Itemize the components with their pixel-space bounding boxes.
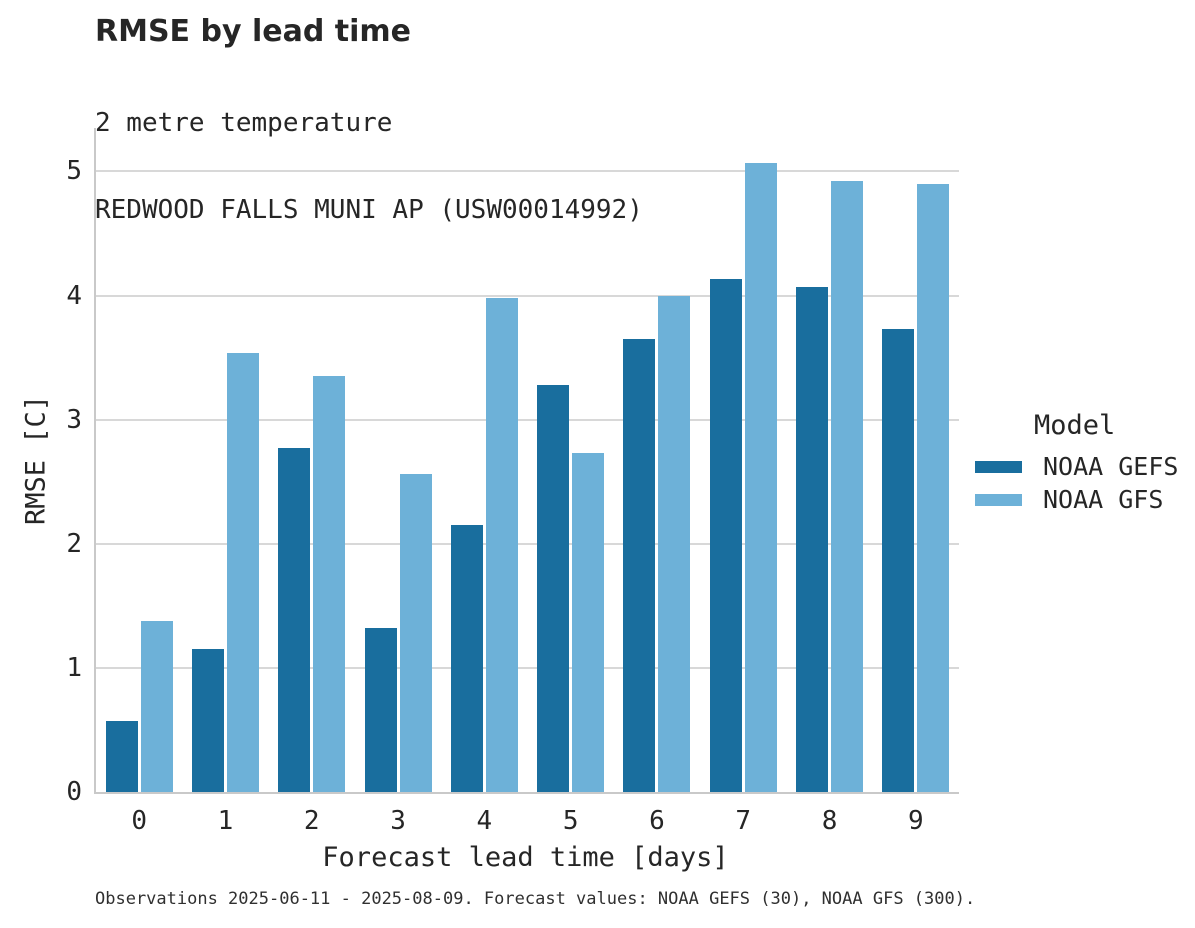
bar-noaa-gfs-lead-5 <box>572 453 605 792</box>
bar-group-lead-7 <box>700 128 786 792</box>
bar-noaa-gefs-lead-1 <box>191 649 224 792</box>
x-tick-label-5: 5 <box>562 806 579 836</box>
gridline-y-1 <box>96 666 959 669</box>
x-tick-label-4: 4 <box>476 806 493 836</box>
x-tick-label-6: 6 <box>649 806 665 836</box>
bar-noaa-gefs-lead-8 <box>796 286 829 792</box>
gridline-y-2 <box>96 542 959 545</box>
y-tick-label-0: 0 <box>66 777 82 807</box>
bar-group-lead-2 <box>269 128 355 792</box>
x-tick-label-0: 0 <box>131 806 147 836</box>
bar-group-lead-6 <box>614 128 700 792</box>
legend-entries: NOAA GEFS NOAA GFS <box>975 450 1178 516</box>
bar-noaa-gfs-lead-1 <box>226 352 259 792</box>
y-tick-label-3: 3 <box>66 404 82 435</box>
x-tick-label-7: 7 <box>735 806 752 836</box>
bar-noaa-gefs-lead-4 <box>450 525 483 792</box>
x-tick-label-3: 3 <box>390 806 406 836</box>
gridline-y-4 <box>96 294 959 297</box>
bar-noaa-gfs-lead-7 <box>744 162 777 792</box>
x-tick-label-8: 8 <box>821 806 838 836</box>
bar-group-lead-4 <box>441 128 527 792</box>
legend-swatch-noaa-gefs <box>975 460 1022 473</box>
bar-noaa-gefs-lead-3 <box>364 628 397 792</box>
gridline-y-5 <box>96 170 959 173</box>
y-axis-label: RMSE [C] <box>20 394 52 526</box>
legend-label: NOAA GEFS <box>1043 452 1179 481</box>
x-axis-label: Forecast lead time [days] <box>322 842 729 873</box>
bar-noaa-gefs-lead-0 <box>105 721 138 792</box>
caption: Observations 2025-06-11 - 2025-08-09. Fo… <box>95 889 976 909</box>
bar-noaa-gefs-lead-9 <box>882 329 915 792</box>
bar-noaa-gfs-lead-6 <box>658 295 691 792</box>
plot-area: 0 1 2 3 4 5 0 1 2 3 4 5 6 7 8 9 <box>66 128 959 834</box>
gridline-y-3 <box>96 418 959 421</box>
bar-group-lead-1 <box>182 128 268 792</box>
bar-group-lead-0 <box>96 128 182 792</box>
bar-noaa-gefs-lead-5 <box>537 384 570 792</box>
legend-label: NOAA GFS <box>1043 485 1164 514</box>
bar-noaa-gefs-lead-7 <box>709 279 742 792</box>
bar-group-lead-3 <box>355 128 441 792</box>
legend-entry-noaa-gefs: NOAA GEFS <box>975 450 1178 483</box>
x-tick-label-9: 9 <box>908 806 924 836</box>
y-tick-label-5: 5 <box>66 156 82 187</box>
chart-subtitle-line-1: 2 metre temperature <box>95 108 393 138</box>
chart-title: RMSE by lead time <box>95 14 411 49</box>
legend-title: Model <box>1034 410 1116 441</box>
y-tick-label-1: 1 <box>66 652 82 683</box>
chart-subtitle-line-2: REDWOOD FALLS MUNI AP (USW00014992) <box>95 195 643 225</box>
y-tick-label-2: 2 <box>66 528 82 559</box>
bar-group-lead-5 <box>528 128 614 792</box>
bar-noaa-gfs-lead-0 <box>140 620 173 792</box>
bar-noaa-gefs-lead-6 <box>623 339 656 792</box>
y-tick-label-4: 4 <box>66 280 82 311</box>
bar-noaa-gfs-lead-4 <box>485 298 518 792</box>
x-tick-label-1: 1 <box>217 806 234 836</box>
bar-noaa-gfs-lead-8 <box>831 181 864 792</box>
bar-noaa-gfs-lead-9 <box>917 183 950 792</box>
bar-group-lead-9 <box>873 128 959 792</box>
legend-entry-noaa-gfs: NOAA GFS <box>975 483 1178 516</box>
legend-swatch-noaa-gfs <box>975 493 1022 506</box>
chart-subtitle: 2 metre temperature REDWOOD FALLS MUNI A… <box>95 51 643 283</box>
bar-noaa-gefs-lead-2 <box>278 448 311 792</box>
x-tick-label-2: 2 <box>303 806 320 836</box>
bar-noaa-gfs-lead-3 <box>399 474 432 792</box>
bar-noaa-gfs-lead-2 <box>313 376 346 792</box>
legend: Model NOAA GEFS NOAA GFS <box>975 410 1178 516</box>
bar-group-lead-8 <box>786 128 872 792</box>
